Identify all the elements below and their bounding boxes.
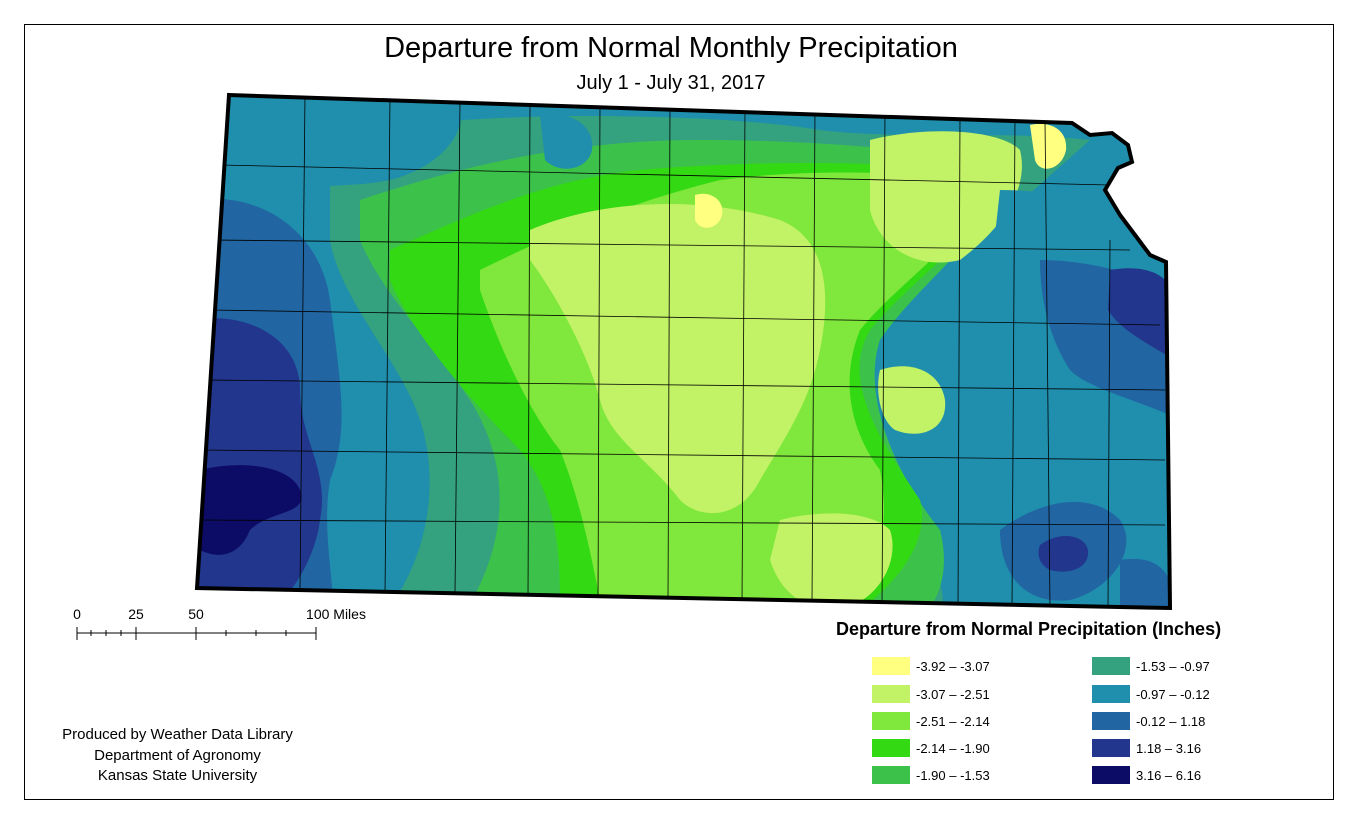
legend-label: -1.53 – -0.97 [1136,659,1210,674]
scale-label-100-miles: 100 Miles [306,606,366,622]
map-subtitle: July 1 - July 31, 2017 [576,72,766,94]
zone-yellow-green-central [530,203,826,514]
legend-label: 3.16 – 6.16 [1136,768,1202,783]
legend-swatch [1092,766,1130,784]
zone-east-darker [1108,268,1170,360]
legend-title: Departure from Normal Precipitation (Inc… [836,619,1222,639]
legend-label: 1.18 – 3.16 [1136,741,1202,756]
legend-swatch [1092,739,1130,757]
credit-line-3: Kansas State University [97,767,258,784]
zone-yellow-ne [1030,123,1067,169]
credit-line-2: Department of Agronomy [94,747,261,764]
zone-yellow-green-ne [870,131,1022,263]
legend-label: -2.51 – -2.14 [916,714,990,729]
county-boundaries [197,95,1166,608]
precipitation-fill [197,95,1170,608]
legend-swatch [1092,712,1130,730]
map-title: Departure from Normal Monthly Precipitat… [384,32,958,64]
legend-label: -3.07 – -2.51 [916,687,990,702]
zone-yellow-north [695,193,723,228]
legend-label: -0.97 – -0.12 [1136,687,1210,702]
legend-label: -1.90 – -1.53 [916,768,990,783]
zone-se-corner [1120,558,1170,608]
zone-north-teal [540,114,593,169]
legend-label: -3.92 – -3.07 [916,659,990,674]
legend-swatch [1092,657,1130,675]
scale-label-25: 25 [128,606,144,622]
legend-swatch [872,739,910,757]
scale-bar [76,627,317,640]
legend-swatch [872,712,910,730]
legend-swatch [872,766,910,784]
zone-yellow-green-se [770,513,893,608]
legend-swatch [872,685,910,703]
zone-west-max [200,465,302,555]
zone-nw-teal [229,95,462,200]
credit-line-1: Produced by Weather Data Library [62,726,293,743]
scale-label-50: 50 [188,606,204,622]
legend-swatch [872,657,910,675]
legend-label: -2.14 – -1.90 [916,741,990,756]
legend-swatch [1092,685,1130,703]
scale-label-0: 0 [73,606,81,622]
legend-label: -0.12 – 1.18 [1136,714,1206,729]
zone-yellow-green-east [878,366,946,434]
zone-se-darker [1038,535,1089,572]
